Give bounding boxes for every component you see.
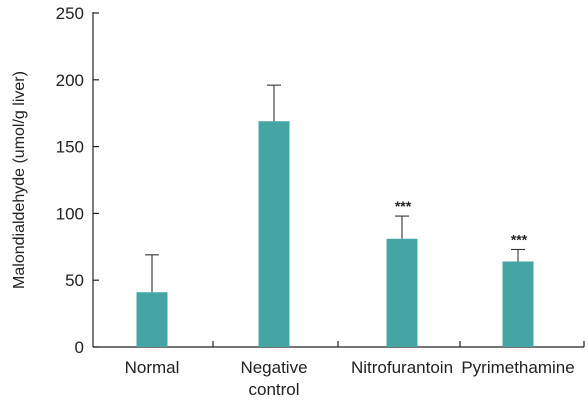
y-tick-label: 150 (56, 138, 84, 157)
y-tick-label: 200 (56, 71, 84, 90)
x-axis: Normal Negative control Nitrofurantoin Pyrim… (93, 341, 585, 399)
y-axis: 0 50 100 150 200 250 (56, 4, 99, 357)
x-tick-label: Nitrofurantoin (351, 358, 453, 377)
x-tick-label: Negative (240, 358, 307, 377)
bars: *** *** (136, 84, 534, 347)
x-tick-label: control (248, 380, 299, 399)
bar (502, 261, 534, 347)
y-axis-label: Malondialdehyde (umol/g liver) (11, 71, 28, 289)
y-tick-label: 50 (65, 271, 84, 290)
x-tick-label: Normal (125, 358, 180, 377)
bar (386, 238, 418, 347)
significance-label: *** (395, 198, 412, 214)
bar (136, 292, 168, 347)
x-tick-label: Pyrimethamine (461, 358, 574, 377)
y-tick-label: 0 (75, 338, 84, 357)
significance-label: *** (511, 231, 528, 247)
y-tick-label: 100 (56, 204, 84, 223)
bar (258, 121, 290, 347)
y-tick-label: 250 (56, 4, 84, 23)
